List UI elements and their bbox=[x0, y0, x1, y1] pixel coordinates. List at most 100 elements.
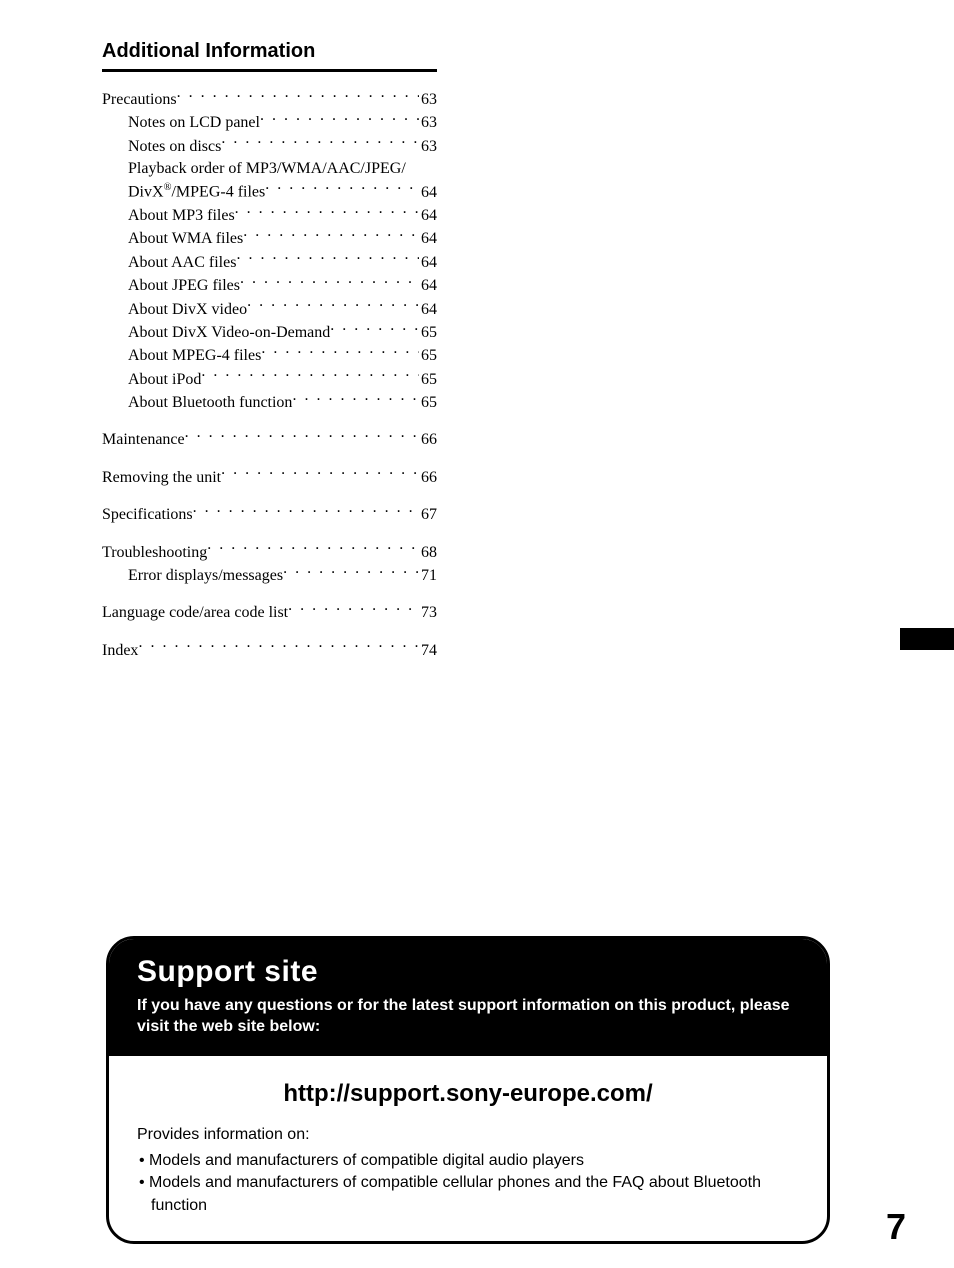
toc-group: Specifications 67 bbox=[102, 503, 437, 526]
toc-label: Specifications bbox=[102, 504, 193, 526]
support-list-item: • Models and manufacturers of compatible… bbox=[137, 1172, 799, 1217]
toc-label: Notes on LCD panel bbox=[128, 112, 260, 134]
toc-leader bbox=[240, 274, 419, 290]
support-title: Support site bbox=[137, 955, 799, 989]
toc-entry: About AAC files 64 bbox=[102, 251, 437, 274]
toc-leader bbox=[177, 88, 419, 104]
toc-entry: Notes on discs 63 bbox=[102, 135, 437, 158]
toc-entry: Removing the unit 66 bbox=[102, 466, 437, 489]
toc-page: 66 bbox=[419, 467, 437, 489]
toc-page: 64 bbox=[419, 228, 437, 250]
table-of-contents: Precautions63Notes on LCD panel63Notes o… bbox=[102, 88, 437, 662]
toc-page: 65 bbox=[419, 322, 437, 344]
toc-page: 63 bbox=[419, 89, 437, 111]
toc-label: Removing the unit bbox=[102, 467, 221, 489]
toc-label: About iPod bbox=[128, 369, 201, 391]
toc-entry: About DivX video 64 bbox=[102, 298, 437, 321]
toc-entry: Notes on LCD panel 63 bbox=[102, 111, 437, 134]
toc-label: Precautions bbox=[102, 89, 177, 111]
toc-page: 71 bbox=[419, 565, 437, 587]
toc-label: About DivX video bbox=[128, 299, 247, 321]
toc-label: About JPEG files bbox=[128, 275, 240, 297]
toc-label: About WMA files bbox=[128, 228, 243, 250]
toc-entry: DivX®/MPEG-4 files 64 bbox=[102, 181, 437, 204]
toc-label: DivX®/MPEG-4 files bbox=[128, 181, 265, 204]
toc-leader bbox=[221, 466, 419, 482]
toc-leader bbox=[185, 428, 419, 444]
toc-entry: Error displays/messages 71 bbox=[102, 564, 437, 587]
toc-entry: Maintenance 66 bbox=[102, 428, 437, 451]
toc-leader bbox=[261, 344, 419, 360]
toc-page: 64 bbox=[419, 275, 437, 297]
toc-leader bbox=[193, 503, 419, 519]
toc-page: 66 bbox=[419, 429, 437, 451]
document-page: Additional Information Precautions63Note… bbox=[0, 0, 954, 1268]
support-subtitle: If you have any questions or for the lat… bbox=[137, 995, 799, 1038]
toc-entry: Index 74 bbox=[102, 639, 437, 662]
toc-leader bbox=[138, 639, 419, 655]
toc-entry: About MPEG-4 files 65 bbox=[102, 344, 437, 367]
toc-page: 63 bbox=[419, 112, 437, 134]
toc-page: 65 bbox=[419, 345, 437, 367]
toc-group: Index 74 bbox=[102, 639, 437, 662]
toc-group: Removing the unit 66 bbox=[102, 466, 437, 489]
toc-label: Error displays/messages bbox=[128, 565, 283, 587]
toc-label: Troubleshooting bbox=[102, 542, 207, 564]
toc-entry: About Bluetooth function 65 bbox=[102, 391, 437, 414]
toc-page: 64 bbox=[419, 182, 437, 204]
toc-entry: Troubleshooting68 bbox=[102, 541, 437, 564]
toc-group: Maintenance 66 bbox=[102, 428, 437, 451]
toc-page: 65 bbox=[419, 392, 437, 414]
toc-page: 63 bbox=[419, 136, 437, 158]
support-url: http://support.sony-europe.com/ bbox=[137, 1080, 799, 1108]
toc-entry: Specifications 67 bbox=[102, 503, 437, 526]
toc-page: 64 bbox=[419, 299, 437, 321]
toc-leader bbox=[265, 181, 419, 197]
toc-entry: About iPod 65 bbox=[102, 368, 437, 391]
support-list-item: • Models and manufacturers of compatible… bbox=[137, 1150, 799, 1172]
toc-label: Maintenance bbox=[102, 429, 185, 451]
toc-page: 64 bbox=[419, 252, 437, 274]
support-body: http://support.sony-europe.com/ Provides… bbox=[109, 1056, 827, 1241]
toc-entry-line1: Playback order of MP3/WMA/AAC/JPEG/ bbox=[102, 158, 437, 180]
toc-leader bbox=[330, 321, 419, 337]
page-number: 7 bbox=[886, 1206, 906, 1248]
support-box: Support site If you have any questions o… bbox=[106, 936, 830, 1244]
toc-page: 74 bbox=[419, 640, 437, 662]
toc-page: 67 bbox=[419, 504, 437, 526]
toc-leader bbox=[260, 111, 419, 127]
toc-leader bbox=[201, 368, 419, 384]
support-list: • Models and manufacturers of compatible… bbox=[137, 1150, 799, 1217]
toc-entry: About MP3 files 64 bbox=[102, 204, 437, 227]
toc-page: 65 bbox=[419, 369, 437, 391]
toc-leader bbox=[247, 298, 419, 314]
toc-entry: About JPEG files 64 bbox=[102, 274, 437, 297]
section-heading: Additional Information bbox=[102, 40, 437, 72]
toc-label: About MP3 files bbox=[128, 205, 235, 227]
toc-page: 73 bbox=[419, 602, 437, 624]
toc-label: About Bluetooth function bbox=[128, 392, 292, 414]
toc-label: Index bbox=[102, 640, 138, 662]
toc-leader bbox=[283, 564, 419, 580]
toc-entry: Language code/area code list 73 bbox=[102, 601, 437, 624]
toc-entry: About DivX Video-on-Demand 65 bbox=[102, 321, 437, 344]
toc-page: 64 bbox=[419, 205, 437, 227]
toc-label: About MPEG-4 files bbox=[128, 345, 261, 367]
toc-entry: Precautions 63 bbox=[102, 88, 437, 111]
toc-label: About AAC files bbox=[128, 252, 236, 274]
toc-group: Troubleshooting68Error displays/messages… bbox=[102, 541, 437, 588]
toc-group: Language code/area code list 73 bbox=[102, 601, 437, 624]
toc-label: About DivX Video-on-Demand bbox=[128, 322, 330, 344]
toc-leader bbox=[235, 204, 419, 220]
toc-label: Language code/area code list bbox=[102, 602, 288, 624]
toc-group: Precautions63Notes on LCD panel63Notes o… bbox=[102, 88, 437, 414]
side-tab bbox=[900, 628, 954, 650]
toc-leader bbox=[207, 541, 419, 557]
toc-leader bbox=[288, 601, 419, 617]
toc-leader bbox=[243, 227, 419, 243]
toc-label: Notes on discs bbox=[128, 136, 221, 158]
support-provides-label: Provides information on: bbox=[137, 1126, 799, 1144]
support-header: Support site If you have any questions o… bbox=[109, 939, 827, 1056]
toc-leader bbox=[221, 135, 419, 151]
toc-leader bbox=[292, 391, 419, 407]
